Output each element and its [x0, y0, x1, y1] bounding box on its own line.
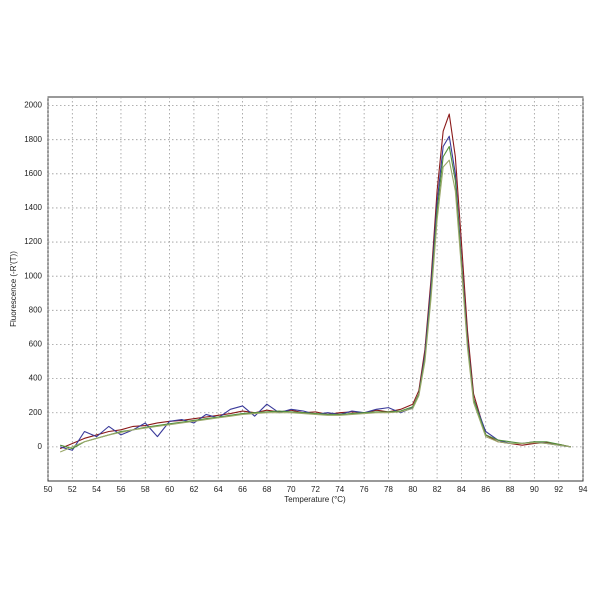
x-tick-label: 76 [360, 485, 369, 494]
x-tick-label: 72 [311, 485, 320, 494]
y-axis-label: Fluorescence (-R'(T)) [9, 251, 18, 327]
x-tick-label: 58 [141, 485, 150, 494]
y-tick-label: 400 [29, 374, 43, 383]
x-tick-label: 84 [457, 485, 466, 494]
x-tick-label: 74 [335, 485, 344, 494]
y-tick-label: 1800 [24, 135, 42, 144]
x-tick-label: 80 [408, 485, 417, 494]
x-tick-label: 66 [238, 485, 247, 494]
x-tick-label: 60 [165, 485, 174, 494]
x-tick-label: 52 [68, 485, 77, 494]
y-tick-label: 2000 [24, 101, 42, 110]
data-line [59, 159, 571, 453]
x-tick-label: 88 [506, 485, 515, 494]
x-tick-label: 82 [433, 485, 442, 494]
y-tick-label: 600 [29, 340, 43, 349]
x-tick-label: 92 [554, 485, 563, 494]
y-tick-label: 1600 [24, 169, 42, 178]
x-tick-label: 86 [481, 485, 490, 494]
x-tick-label: 78 [384, 485, 393, 494]
y-tick-label: 1000 [24, 271, 42, 280]
y-tick-label: 800 [29, 305, 43, 314]
y-tick-label: 1400 [24, 203, 42, 212]
data-line [60, 145, 571, 450]
y-tick-label: 1200 [24, 237, 42, 246]
x-axis-label: Temperature (°C) [284, 495, 346, 504]
y-tick-label: 0 [38, 442, 43, 451]
x-tick-label: 64 [214, 485, 223, 494]
x-tick-label: 68 [262, 485, 271, 494]
x-tick-label: 54 [92, 485, 101, 494]
x-tick-label: 56 [117, 485, 126, 494]
y-tick-label: 200 [29, 408, 43, 417]
x-tick-label: 70 [287, 485, 296, 494]
x-tick-label: 50 [44, 485, 53, 494]
x-tick-label: 90 [530, 485, 539, 494]
x-tick-label: 62 [189, 485, 198, 494]
x-tick-label: 94 [579, 485, 588, 494]
